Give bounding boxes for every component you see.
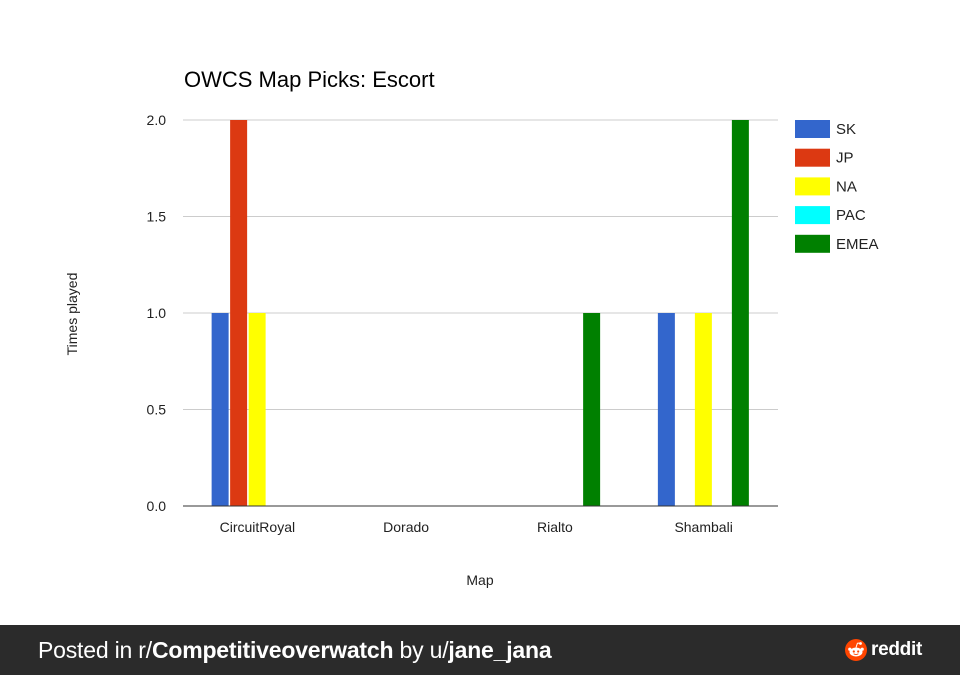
- chart-area: OWCS Map Picks: Escort 0.0 0.5 1.0 1.5 2.0 Cir…: [64, 67, 879, 588]
- bar-na-circuitroyal: [248, 313, 266, 506]
- legend-label-na: NA: [836, 178, 857, 195]
- legend-label-jp: JP: [836, 150, 854, 167]
- legend-label-sk: SK: [836, 121, 856, 138]
- y-axis-label: Times played: [64, 273, 80, 356]
- y-tick-label: 0.0: [147, 498, 167, 514]
- legend-swatch-na: [795, 177, 830, 196]
- bar-emea-shambali: [731, 120, 749, 506]
- bar-chart: OWCS Map Picks: Escort 0.0 0.5 1.0 1.5 2.0 Cir…: [64, 67, 879, 588]
- reddit-logo: reddit: [845, 639, 922, 661]
- x-tick-label: Shambali: [674, 519, 732, 535]
- legend-label-emea: EMEA: [836, 236, 879, 253]
- legend-swatch-emea: [795, 234, 830, 253]
- footer-prefix: Posted in r/: [38, 636, 152, 663]
- x-tick-label: Dorado: [383, 519, 429, 535]
- x-tick-label: Rialto: [537, 519, 573, 535]
- subreddit-link[interactable]: Competitiveoverwatch: [151, 636, 394, 663]
- y-tick-label: 2.0: [147, 112, 167, 128]
- reddit-snoo-icon: [845, 639, 868, 661]
- footer-attribution: Posted in r/Competitiveoverwatch by u/ja…: [38, 636, 552, 664]
- bar-jp-circuitroyal: [230, 120, 248, 506]
- user-link[interactable]: jane_jana: [448, 636, 552, 663]
- bar-sk-circuitroyal: [211, 313, 229, 506]
- reddit-wordmark: reddit: [871, 639, 922, 660]
- y-tick-label: 1.5: [147, 209, 167, 225]
- footer-bar: Posted in r/Competitiveoverwatch by u/ja…: [0, 625, 960, 675]
- legend-swatch-pac: [795, 206, 830, 225]
- legend-swatch-sk: [795, 120, 830, 138]
- bar-emea-rialto: [583, 313, 601, 506]
- x-axis-label: Map: [466, 572, 493, 588]
- bar-na-shambali: [694, 313, 712, 506]
- y-tick-label: 1.0: [147, 305, 167, 321]
- legend-swatch-jp: [795, 148, 830, 167]
- bar-sk-shambali: [657, 313, 675, 506]
- legend-label-pac: PAC: [836, 207, 866, 224]
- x-tick-label: CircuitRoyal: [220, 519, 295, 535]
- y-tick-label: 0.5: [147, 402, 167, 418]
- chart-title: OWCS Map Picks: Escort: [184, 67, 435, 92]
- footer-by: by u/: [393, 636, 449, 663]
